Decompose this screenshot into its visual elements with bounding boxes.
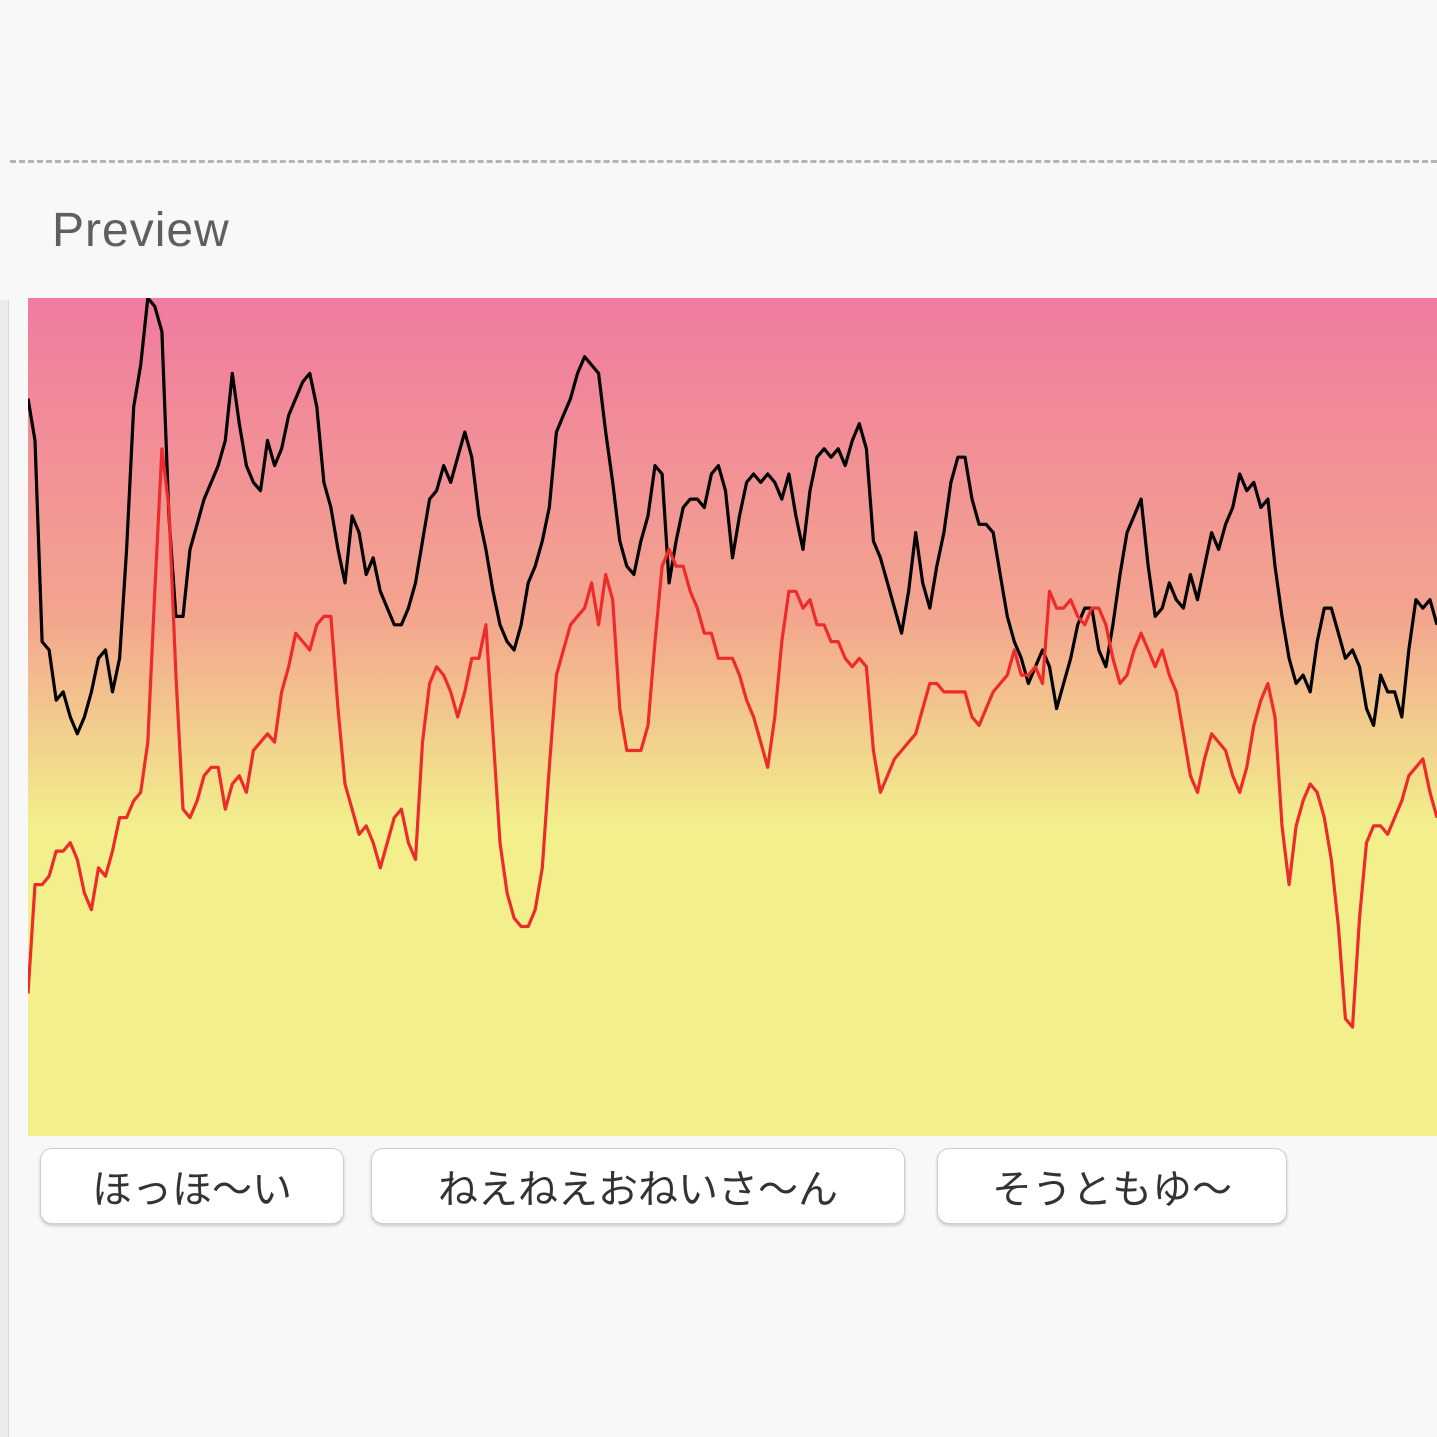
left-panel-edge <box>0 300 9 1437</box>
chart-background <box>28 298 1437 1136</box>
neenee-oneisan-button[interactable]: ねえねえおねいさ〜ん <box>371 1148 905 1224</box>
preview-title: Preview <box>52 204 230 257</box>
preview-chart-svg <box>28 298 1437 1136</box>
series-line-1 <box>28 298 1437 736</box>
series-line-2 <box>28 447 1437 1029</box>
hohhoi-button[interactable]: ほっほ〜い <box>40 1148 344 1224</box>
section-divider <box>10 160 1437 163</box>
preview-chart <box>28 298 1437 1136</box>
soutomoyu-button[interactable]: そうともゆ〜 <box>937 1148 1287 1224</box>
series-layer <box>28 298 1437 1029</box>
